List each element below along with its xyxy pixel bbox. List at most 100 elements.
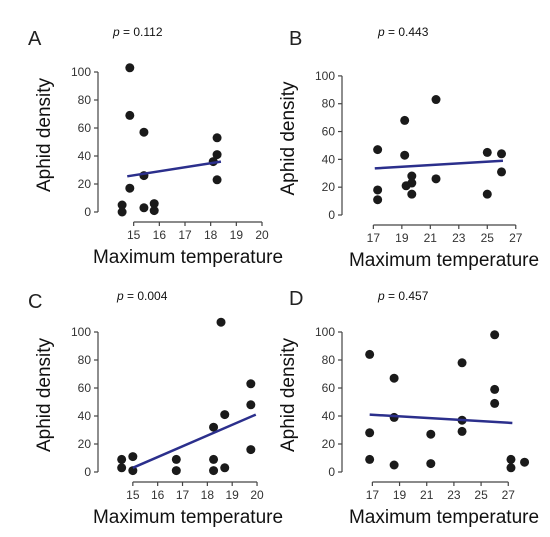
data-point (400, 150, 410, 160)
data-point (431, 174, 441, 184)
panel-letter: A (28, 28, 42, 50)
data-point (457, 358, 467, 368)
data-point (125, 183, 135, 193)
data-point (209, 454, 219, 464)
data-point (490, 384, 500, 394)
p-value-label: p = 0.443 (377, 25, 429, 39)
y-tick-label: 60 (78, 121, 92, 135)
y-tick-label: 80 (78, 353, 92, 367)
y-tick-label: 0 (328, 465, 335, 479)
data-point (139, 203, 149, 213)
y-tick-label: 80 (322, 97, 336, 111)
y-tick-label: 80 (78, 93, 92, 107)
y-tick-label: 40 (322, 152, 336, 166)
y-tick-label: 20 (78, 177, 92, 191)
x-tick-label: 25 (481, 231, 495, 245)
y-tick-label: 60 (322, 381, 336, 395)
x-tick-label: 15 (126, 488, 140, 502)
x-tick-label: 19 (230, 228, 244, 242)
data-point (431, 95, 441, 105)
data-point (128, 452, 138, 462)
data-point (149, 206, 159, 216)
x-tick-label: 16 (153, 228, 167, 242)
data-point (139, 127, 149, 137)
data-point (506, 463, 516, 473)
regression-line (127, 160, 222, 178)
y-tick-label: 40 (78, 149, 92, 163)
data-point (125, 63, 135, 73)
data-point (117, 207, 127, 217)
regression-line (369, 413, 513, 425)
y-tick-label: 100 (71, 325, 91, 339)
p-value: = 0.457 (385, 289, 429, 303)
data-point (212, 150, 222, 160)
data-point (117, 463, 127, 473)
x-tick-label: 17 (367, 231, 381, 245)
data-point (389, 460, 399, 470)
data-point (407, 178, 417, 188)
x-tick-label: 21 (420, 488, 434, 502)
data-point (220, 463, 230, 473)
x-tick-label: 19 (226, 488, 240, 502)
p-symbol: p (377, 25, 385, 39)
y-tick-label: 80 (322, 353, 336, 367)
data-point (171, 466, 181, 476)
x-tick-label: 20 (250, 488, 264, 502)
x-axis-label: Maximum temperature (93, 507, 283, 528)
data-point (389, 373, 399, 383)
x-tick-label: 27 (509, 231, 523, 245)
data-point (365, 428, 375, 438)
data-point (149, 199, 159, 209)
y-tick-label: 20 (322, 180, 336, 194)
data-point (212, 175, 222, 185)
data-point (490, 330, 500, 340)
p-value-label: p = 0.112 (112, 25, 163, 39)
data-point (373, 145, 383, 155)
x-tick-label: 17 (176, 488, 190, 502)
data-point (407, 171, 417, 181)
x-axis-label: Maximum temperature (349, 507, 539, 528)
y-axis-label: Aphid density (34, 337, 55, 452)
data-point (497, 167, 507, 177)
data-point (246, 379, 256, 389)
data-point (426, 459, 436, 469)
data-point (373, 185, 383, 195)
panel-letter: B (289, 28, 302, 50)
data-point (497, 149, 507, 159)
panel-letter: D (289, 288, 303, 310)
data-point (365, 454, 375, 464)
p-symbol: p (112, 25, 120, 39)
data-point (457, 426, 467, 436)
x-tick-label: 21 (424, 231, 438, 245)
x-tick-label: 20 (255, 228, 269, 242)
data-point (426, 429, 436, 439)
y-tick-label: 40 (322, 409, 336, 423)
x-tick-label: 23 (447, 488, 461, 502)
data-point (125, 110, 135, 120)
x-tick-label: 19 (395, 231, 409, 245)
p-value: = 0.112 (120, 25, 163, 39)
data-point (246, 445, 256, 455)
data-point (400, 115, 410, 125)
data-point (246, 400, 256, 410)
data-point (482, 147, 492, 157)
data-point (482, 189, 492, 199)
data-point (506, 454, 516, 464)
data-point (171, 454, 181, 464)
x-axis-label: Maximum temperature (93, 247, 283, 268)
panel-letter: C (28, 291, 42, 313)
y-tick-label: 0 (84, 205, 91, 219)
data-point (407, 189, 417, 199)
y-tick-label: 100 (71, 65, 91, 79)
x-tick-label: 17 (178, 228, 192, 242)
y-tick-label: 100 (315, 69, 335, 83)
data-point (117, 200, 127, 210)
x-tick-label: 16 (151, 488, 165, 502)
x-tick-label: 27 (502, 488, 516, 502)
regression-line (132, 413, 257, 469)
y-tick-label: 40 (78, 409, 92, 423)
data-point (520, 457, 530, 467)
x-tick-label: 18 (201, 488, 215, 502)
